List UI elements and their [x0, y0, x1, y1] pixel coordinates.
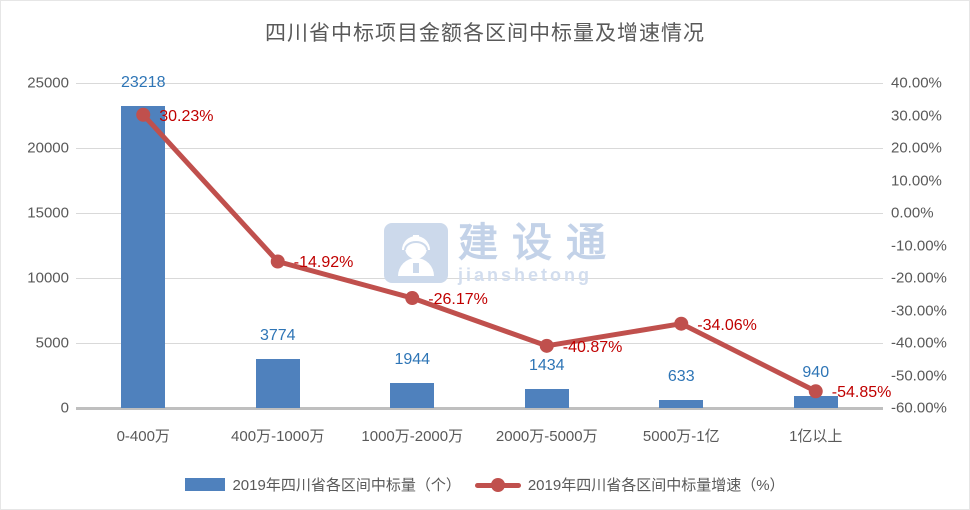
line-point	[270, 254, 285, 269]
bar-value-label: 940	[802, 363, 830, 381]
x-axis-category-label: 2000万-5000万	[495, 428, 598, 445]
x-axis-category-label: 5000万-1亿	[642, 428, 720, 445]
right-axis-tick: -60.00%	[891, 399, 947, 417]
right-axis-tick: -10.00%	[891, 237, 947, 254]
watermark-text: 建设通 jianshetong	[458, 223, 620, 286]
left-axis-tick: 5000	[35, 334, 69, 352]
line-value-label: -14.92%	[293, 254, 354, 272]
x-axis-category-label: 1000万-2000万	[361, 428, 464, 445]
legend-item-line: 2019年四川省各区间中标量增速（%）	[474, 474, 785, 495]
x-axis-category-label: 400万-1000万	[231, 428, 325, 445]
line-point	[674, 316, 689, 331]
construction-worker-icon	[384, 223, 448, 283]
bar	[255, 358, 300, 408]
line-series-marker-icon	[474, 477, 521, 492]
bar-value-label: 1944	[394, 350, 431, 368]
left-axis-tick: 25000	[27, 74, 69, 92]
bar-value-label: 23218	[121, 74, 166, 92]
bar-value-label: 633	[667, 367, 695, 385]
gridline	[76, 83, 883, 84]
left-axis-tick: 0	[60, 399, 69, 417]
bar	[524, 389, 569, 408]
line-point	[405, 291, 420, 306]
watermark-latin: jianshetong	[458, 265, 593, 285]
gridline	[76, 343, 883, 344]
right-axis-tick: -50.00%	[891, 367, 947, 384]
left-axis-tick: 20000	[27, 139, 69, 157]
right-axis-tick: -40.00%	[891, 334, 947, 352]
bar	[390, 382, 435, 408]
line-point	[539, 338, 554, 353]
bar	[121, 106, 166, 408]
legend-bar-label: 2019年四川省各区间中标量（个）	[232, 477, 461, 494]
line-value-label: -40.87%	[562, 338, 623, 356]
x-axis-category-label: 0-400万	[116, 428, 170, 445]
right-axis-tick: 40.00%	[891, 74, 942, 92]
line-value-label: -26.17%	[428, 291, 488, 309]
bar-value-label: 1434	[528, 357, 565, 375]
bar	[659, 399, 704, 408]
right-axis-tick: -20.00%	[891, 269, 947, 287]
gridline	[76, 148, 883, 149]
left-axis-tick: 15000	[27, 204, 69, 222]
bar-value-label: 3774	[259, 326, 296, 344]
legend: 2019年四川省各区间中标量（个） 2019年四川省各区间中标量增速（%）	[1, 474, 969, 495]
line-value-label: 30.23%	[159, 107, 214, 125]
right-axis-tick: 0.00%	[891, 204, 934, 222]
legend-line-label: 2019年四川省各区间中标量增速（%）	[527, 477, 785, 494]
watermark-brand: 建设通	[458, 221, 620, 265]
gridline	[76, 213, 883, 214]
legend-item-bars: 2019年四川省各区间中标量（个）	[185, 474, 461, 495]
x-axis-category-label: 1亿以上	[789, 428, 843, 445]
chart-title: 四川省中标项目金额各区间中标量及增速情况	[265, 22, 705, 45]
left-axis-tick: 10000	[27, 269, 69, 287]
bar-series-swatch-icon	[185, 478, 226, 491]
bar	[793, 395, 838, 408]
x-axis-line	[76, 407, 883, 410]
right-axis-tick: -30.00%	[891, 302, 947, 319]
right-axis-tick: 20.00%	[891, 139, 942, 157]
line-value-label: -34.06%	[697, 316, 757, 334]
watermark: 建设通 jianshetong	[384, 223, 620, 286]
line-value-label: -54.85%	[831, 384, 892, 402]
right-axis-tick: 30.00%	[891, 107, 942, 124]
right-axis-tick: 10.00%	[891, 172, 942, 189]
